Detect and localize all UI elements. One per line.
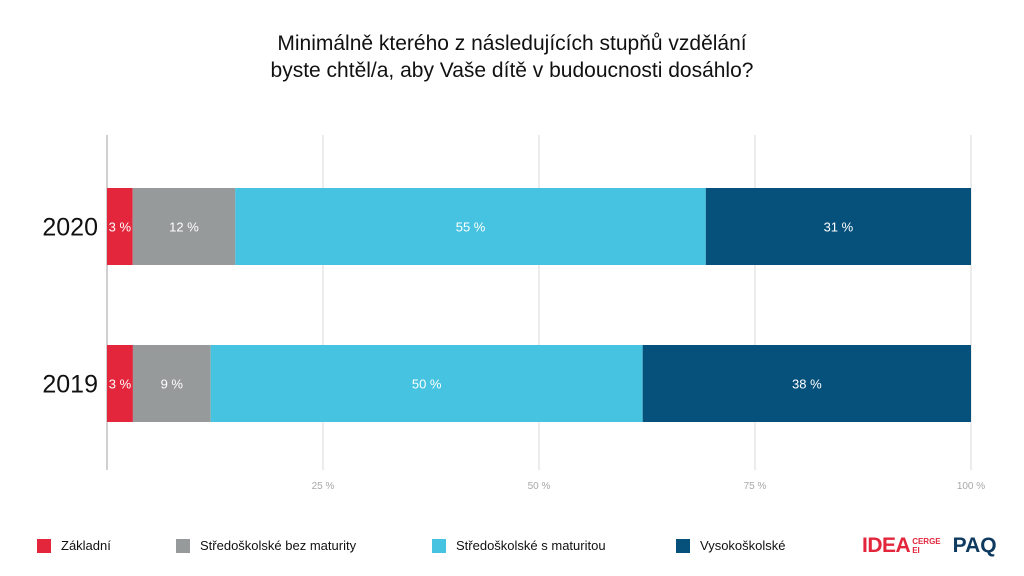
bar-segment — [107, 188, 133, 265]
partner-logos: IDEA CERGE EI PAQ — [862, 532, 997, 560]
category-label: 2019 — [42, 371, 98, 399]
data-label: 38 % — [792, 377, 822, 392]
legend-label: Základní — [61, 538, 111, 553]
bar-segment — [132, 188, 236, 265]
data-label: 3 % — [109, 220, 132, 235]
legend-swatch — [676, 538, 690, 553]
bar-segment — [107, 345, 133, 422]
legend-label: Středoškolské bez maturity — [200, 538, 357, 553]
chart-title-line1: Minimálně kterého z následujících stupňů… — [277, 32, 747, 55]
ei-logo-text: EI — [912, 546, 920, 555]
bar-segment — [235, 188, 706, 265]
data-label: 50 % — [412, 377, 442, 392]
idea-logo: IDEA — [862, 534, 911, 557]
legend-swatch — [176, 538, 190, 553]
data-label: 31 % — [824, 220, 854, 235]
chart-title-line2: byste chtěl/a, aby Vaše dítě v budoucnos… — [270, 59, 754, 82]
paq-logo: PAQ — [952, 534, 997, 557]
bar-segment — [132, 345, 211, 422]
x-tick-label: 75 % — [744, 481, 767, 492]
data-label: 3 % — [109, 377, 132, 392]
chart-legend: Základní Středoškolské bez maturity Středo… — [0, 536, 1024, 560]
cerge-logo-text: CERGE — [912, 537, 941, 546]
legend-label: Středoškolské s maturitou — [456, 538, 606, 553]
x-tick-label: 100 % — [957, 481, 985, 492]
x-tick-label: 50 % — [528, 481, 551, 492]
data-label: 9 % — [161, 377, 184, 392]
data-label: 12 % — [169, 220, 199, 235]
bar-segment — [705, 188, 971, 265]
legend-swatch — [37, 538, 51, 553]
legend-item: Základní — [37, 538, 111, 553]
legend-item: Vysokoškolské — [676, 538, 786, 553]
legend-item: Středoškolské s maturitou — [432, 538, 606, 553]
legend-swatch — [432, 538, 446, 553]
cerge-ei-logo: CERGE EI — [912, 537, 940, 555]
bar-segment — [642, 345, 971, 422]
chart-title: Minimálně kterého z následujících stupňů… — [0, 30, 1024, 84]
data-label: 55 % — [456, 220, 486, 235]
legend-item: Středoškolské bez maturity — [176, 538, 356, 553]
bar-segment — [210, 345, 643, 422]
x-tick-label: 25 % — [312, 481, 335, 492]
legend-label: Vysokoškolské — [700, 538, 786, 553]
category-label: 2020 — [42, 214, 98, 242]
